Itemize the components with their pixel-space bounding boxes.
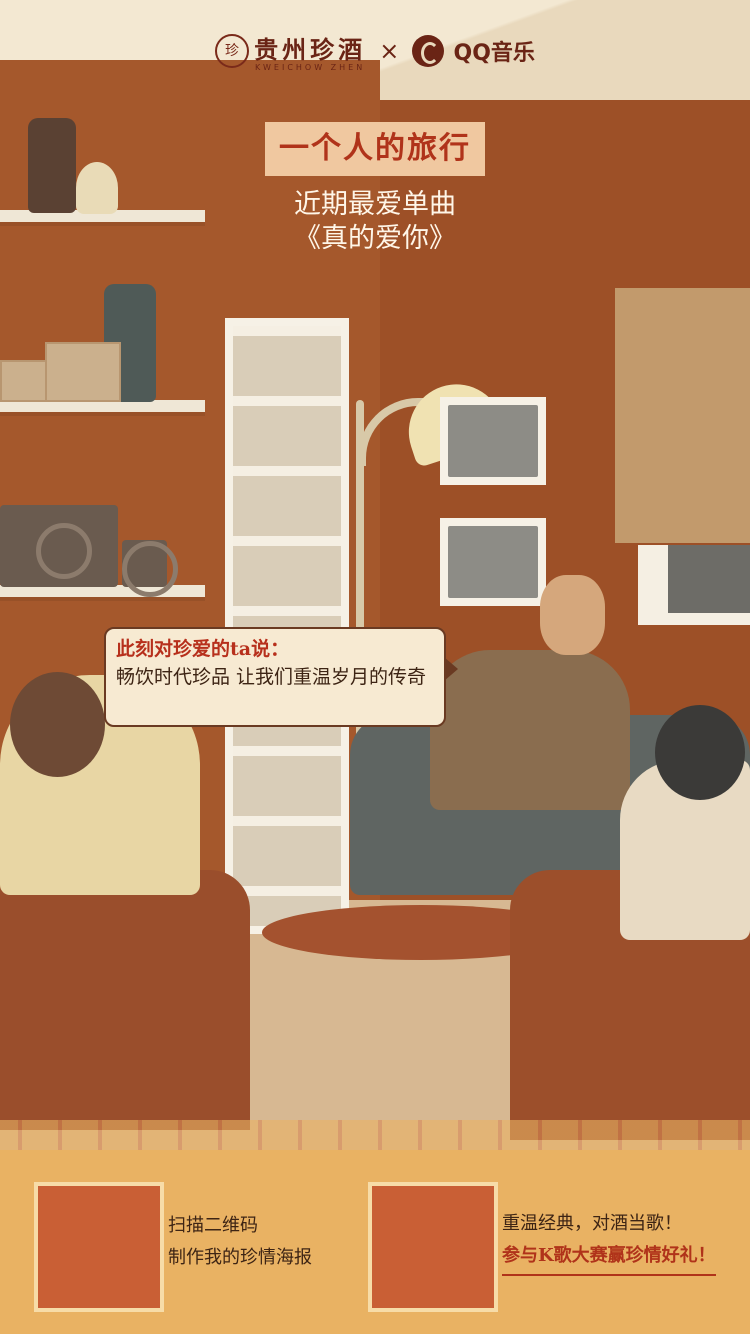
bookcase-illustration [225,318,349,934]
footer-right-line-1: 重温经典，对酒当歌！ [502,1213,682,1234]
collab-separator: × [379,37,400,65]
brand-name-right: QQ音乐 [453,41,535,66]
wall-picture-frame [440,397,546,485]
flask-illustration [76,162,118,214]
window-blind [615,288,750,543]
window [638,545,750,625]
speaker-illustration [0,505,118,587]
footer-left-line-2: 制作我的珍情海报 [168,1247,312,1268]
footer-left-text: 扫描二维码 制作我的珍情海报 [168,1210,312,1274]
speech-bubble: 此刻对珍爱的ta说： 畅饮时代珍品 让我们重温岁月的传奇 [104,627,458,727]
man-head-illustration [655,705,745,800]
speaker-illustration [121,540,178,597]
subtitle-line-1: 近期最爱单曲 [294,189,456,220]
speech-bubble-heading: 此刻对珍爱的ta说： [116,638,290,660]
brand-logo-left: 贵州珍酒 KWEICHOW ZHEN [254,30,366,72]
seated-man-illustration [430,650,630,810]
footer-right-text: 重温经典，对酒当歌！ 参与K歌大赛赢珍情好礼！ [502,1208,716,1276]
qr-code-left[interactable] [34,1182,164,1312]
speech-bubble-body: 畅饮时代珍品 让我们重温岁月的传奇 [116,666,427,688]
wall-shelf-middle [0,400,205,412]
footer-left-line-1: 扫描二维码 [168,1215,258,1236]
song-subtitle: 近期最爱单曲 《真的爱你》 [0,188,750,256]
brand-name-cn: 贵州珍酒 [254,35,367,64]
picture-art [448,526,538,598]
karaoke-contest-link[interactable]: 参与K歌大赛赢珍情好礼！ [502,1240,716,1276]
wall-picture-frame [440,518,546,606]
wall-shelf-top [0,210,205,222]
seal-icon: 珍 [215,34,250,68]
man-head-illustration [10,672,105,777]
storage-box-illustration [45,342,121,402]
subtitle-line-2: 《真的爱你》 [294,223,456,254]
picture-art [448,405,538,477]
armchair-left-illustration [0,870,250,1130]
page-title: 一个人的旅行 [265,122,485,176]
storage-box-illustration [0,360,49,402]
qr-code-right[interactable] [368,1182,498,1312]
brand-header: 珍 贵州珍酒 KWEICHOW ZHEN × QQ音乐 [0,30,750,72]
dark-bottle-illustration [28,118,76,213]
brand-name-en: KWEICHOW ZHEN [255,63,366,72]
qq-music-icon [412,35,445,67]
man-head-illustration [540,575,605,655]
